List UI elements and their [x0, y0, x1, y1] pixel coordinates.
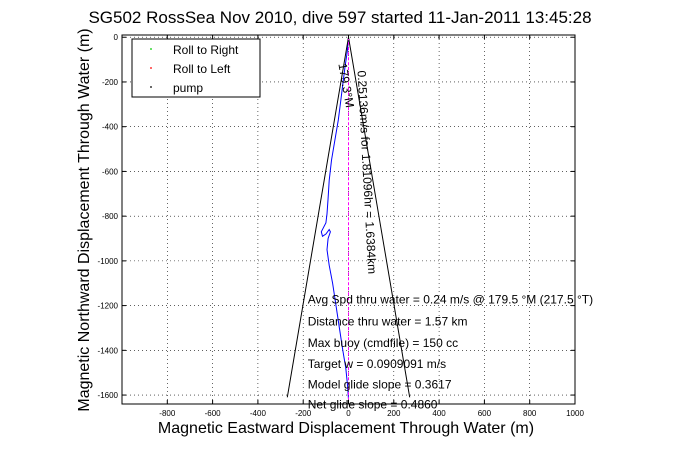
y-tick-label: -400 — [102, 123, 119, 132]
x-tick-label: 600 — [478, 409, 492, 418]
legend-marker — [150, 67, 152, 69]
x-axis-label: Magnetic Eastward Displacement Through W… — [158, 420, 534, 437]
x-tick-label: 800 — [523, 409, 537, 418]
x-axis-ticks: -800 -600 -400 -200 0 200 400 600 800 1000 — [159, 35, 584, 418]
legend-entry: pump — [173, 81, 203, 95]
legend-box — [131, 38, 261, 98]
annotation-text: Distance thru water = 1.57 km — [308, 315, 468, 329]
y-tick-label: -800 — [102, 212, 119, 221]
y-axis-label: Magnetic Northward Displacement Through … — [76, 28, 93, 411]
legend-marker — [150, 48, 152, 50]
y-tick-label: -600 — [102, 167, 119, 176]
y-tick-label: 0 — [114, 33, 119, 42]
x-tick-label: 0 — [346, 409, 351, 418]
annotation-text: Net glide slope = 0.4860 — [308, 397, 438, 411]
annotation-text: Model glide slope = 0.3617 — [308, 377, 452, 391]
annotation-text: Avg Spd thru water = 0.24 m/s @ 179.5 °M… — [308, 292, 593, 306]
x-tick-label: -200 — [295, 409, 312, 418]
annotation-text: Max buoy (cmdfile) = 150 cc — [308, 336, 458, 350]
legend-marker — [150, 86, 152, 88]
legend-entry: Roll to Right — [173, 43, 239, 57]
y-tick-label: -1600 — [98, 391, 119, 400]
x-tick-label: -600 — [205, 409, 222, 418]
x-tick-label: 400 — [432, 409, 446, 418]
y-axis-ticks: 0 -200 -400 -600 -800 -1000 -1200 -1400 -1600 — [98, 33, 575, 400]
y-tick-label: -1000 — [98, 257, 119, 266]
annotation-text: Target w = 0.0909091 m/s — [308, 357, 446, 371]
y-tick-label: -1400 — [98, 346, 119, 355]
chart-title: SG502 RossSea Nov 2010, dive 597 started… — [88, 8, 591, 27]
x-tick-label: 200 — [387, 409, 401, 418]
legend-entry: Roll to Left — [173, 62, 231, 76]
y-tick-label: -1200 — [98, 302, 119, 311]
legend: Roll to Right Roll to Left pump — [131, 38, 261, 98]
x-tick-label: -400 — [250, 409, 267, 418]
x-tick-label: 1000 — [566, 409, 584, 418]
series-line — [320, 37, 349, 400]
x-tick-label: -800 — [159, 409, 176, 418]
y-tick-label: -200 — [102, 78, 119, 87]
